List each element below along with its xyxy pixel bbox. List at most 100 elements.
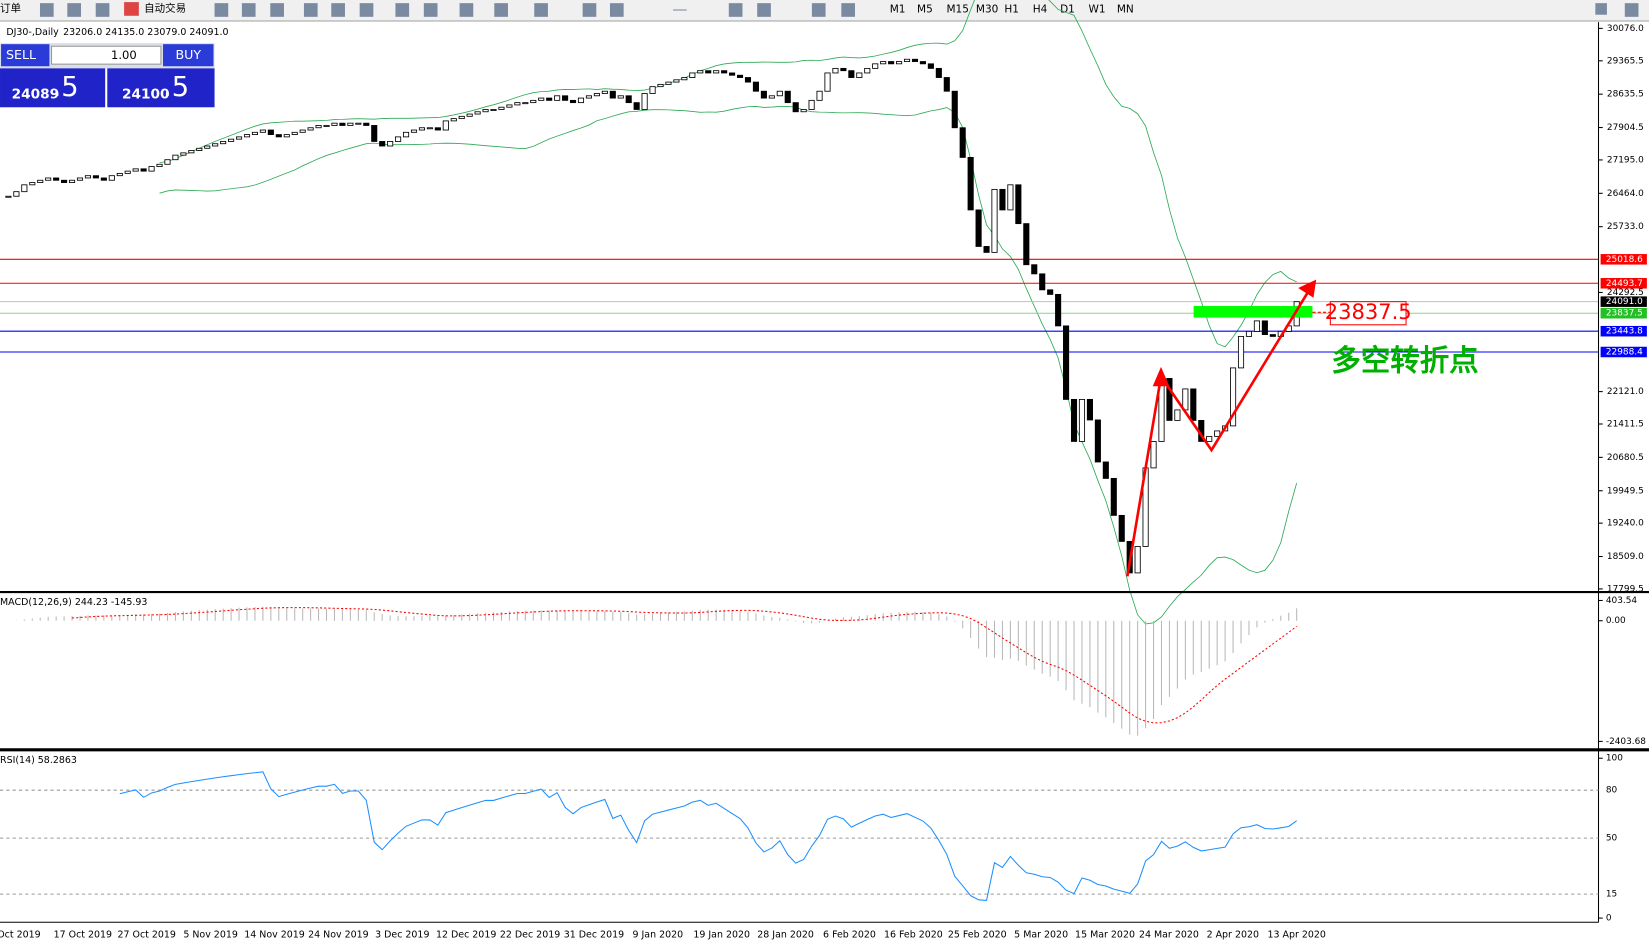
- candle: [657, 83, 664, 88]
- candle: [752, 81, 759, 92]
- y-tick-label: 28635.5: [1607, 90, 1644, 100]
- candle: [474, 111, 481, 115]
- timeframe-button[interactable]: D1: [1060, 3, 1075, 15]
- timeframe-button[interactable]: H1: [1004, 3, 1019, 15]
- order-button[interactable]: 订单: [0, 2, 21, 14]
- timeframe-button[interactable]: W1: [1088, 3, 1105, 15]
- buy-button[interactable]: [163, 44, 214, 67]
- y-tick-label: 27195.0: [1607, 155, 1644, 165]
- candle: [1253, 320, 1260, 332]
- candle: [896, 61, 903, 65]
- candle: [824, 72, 831, 92]
- candle: [959, 127, 966, 158]
- toolbar-icons: [39, 3, 1639, 17]
- timeframe-button[interactable]: M30: [976, 3, 998, 15]
- candle: [705, 70, 712, 74]
- candle: [927, 63, 934, 69]
- candle: [1206, 435, 1213, 442]
- candle: [1055, 293, 1062, 327]
- candle: [673, 79, 680, 83]
- x-tick-label: 5 Nov 2019: [183, 929, 238, 940]
- candle: [522, 102, 529, 105]
- autotrade-button[interactable]: 自动交易: [144, 1, 186, 14]
- candle: [53, 177, 60, 181]
- candle: [569, 99, 577, 104]
- x-tick-label: 13 Apr 2020: [1267, 929, 1325, 940]
- candle: [888, 61, 895, 65]
- candle: [196, 147, 203, 151]
- x-tick-label: 15 Mar 2020: [1075, 929, 1135, 940]
- level-tag: [1600, 278, 1647, 289]
- candle: [172, 154, 179, 161]
- rsi-tick-label: 50: [1606, 834, 1618, 844]
- candle: [1245, 330, 1253, 337]
- rsi-tick-label: 15: [1606, 890, 1617, 900]
- candle: [140, 168, 147, 172]
- pane-borders: [0, 22, 1649, 923]
- candle: [546, 97, 553, 101]
- sell-label[interactable]: SELL: [6, 47, 36, 62]
- candle: [1047, 289, 1054, 295]
- candle: [1150, 440, 1157, 469]
- candle: [872, 63, 879, 69]
- candle: [1015, 184, 1022, 225]
- candle: [442, 120, 449, 131]
- x-tick-label: 5 Mar 2020: [1014, 929, 1068, 940]
- level-tag: [1600, 254, 1647, 265]
- candle: [92, 175, 99, 179]
- bollinger: [159, 0, 1298, 625]
- ask-box[interactable]: [107, 68, 215, 108]
- candle: [1269, 334, 1276, 337]
- bid-small: .5: [53, 72, 79, 103]
- bid-box[interactable]: [0, 68, 106, 108]
- candle: [339, 122, 346, 126]
- y-tick-label: 22121.0: [1607, 387, 1644, 397]
- candle: [1094, 419, 1101, 463]
- timeframe-button[interactable]: M5: [917, 3, 933, 15]
- annotation-level: 23837.5: [1325, 299, 1412, 324]
- candle: [100, 177, 107, 181]
- ask-small: .5: [163, 72, 189, 103]
- sell-button[interactable]: [1, 44, 50, 67]
- y-tick-label: 29365.5: [1607, 56, 1644, 66]
- y-tick-label: 19949.5: [1607, 486, 1644, 496]
- timeframe-button[interactable]: MN: [1117, 3, 1134, 15]
- candle: [426, 127, 433, 130]
- candle: [577, 97, 585, 104]
- timeframe-button[interactable]: M1: [890, 3, 906, 15]
- candle: [697, 70, 704, 74]
- candle: [124, 170, 131, 174]
- candle: [148, 166, 155, 172]
- candle: [1237, 335, 1245, 369]
- candle: [1182, 388, 1189, 411]
- y-tick-label: 18509.0: [1607, 552, 1644, 562]
- candle: [506, 104, 513, 108]
- x-tick-label: 28 Jan 2020: [757, 929, 814, 940]
- candle: [649, 86, 656, 94]
- autotrade-icon: [124, 2, 139, 16]
- candle: [387, 141, 394, 147]
- y-tick-label: 24292.5: [1607, 288, 1644, 298]
- candle: [1023, 223, 1030, 266]
- candle: [299, 129, 306, 133]
- candle: [562, 95, 569, 101]
- candle: [243, 134, 251, 138]
- candle: [371, 125, 378, 142]
- candle: [514, 102, 521, 106]
- candle: [585, 95, 592, 99]
- candle: [665, 81, 672, 85]
- candle: [689, 72, 696, 78]
- lots-input[interactable]: [51, 45, 162, 65]
- candle: [132, 168, 139, 172]
- candle: [880, 61, 887, 65]
- candle: [760, 90, 767, 99]
- macd-tick-label: 0.00: [1606, 616, 1626, 626]
- timeframe-button[interactable]: H4: [1033, 3, 1048, 15]
- candle: [275, 134, 282, 138]
- timeframe-button[interactable]: M15: [946, 3, 968, 15]
- candles: [5, 58, 1300, 574]
- candle: [466, 113, 473, 117]
- candle: [1214, 430, 1221, 437]
- candle: [13, 191, 20, 197]
- candle: [729, 72, 736, 76]
